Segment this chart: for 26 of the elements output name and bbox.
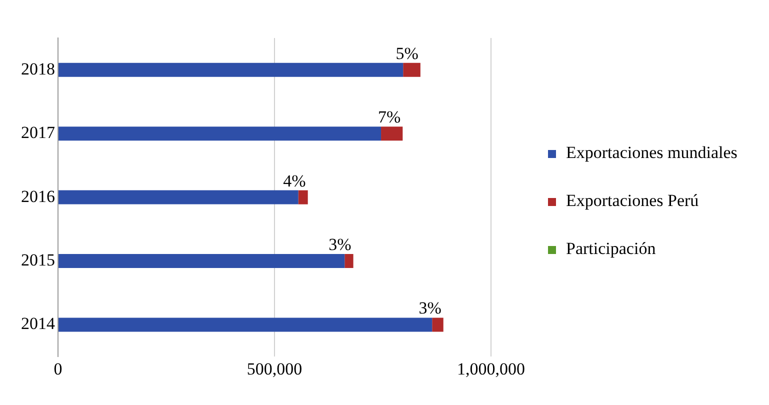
bar [381, 126, 403, 141]
y-tick-label: 2015 [21, 250, 55, 270]
legend-label: Participación [566, 238, 656, 258]
bar [344, 254, 354, 268]
y-tick-label: 2018 [21, 59, 55, 78]
annotation: 3% [418, 298, 442, 318]
annotation: 4% [283, 171, 306, 190]
legend-label: Exportaciones mundiales [566, 142, 738, 162]
bar [403, 62, 420, 77]
x-tick-label: 1,000,000 [457, 359, 525, 378]
legend-label: Exportaciones Perú [566, 190, 699, 210]
bar [58, 190, 298, 204]
x-tick-label: 500,000 [246, 359, 302, 378]
bar [298, 190, 308, 204]
bar [432, 318, 444, 332]
y-tick-label: 2016 [21, 186, 55, 206]
annotation: 3% [328, 234, 352, 254]
x-tick-label: 0 [54, 359, 62, 378]
bar [58, 318, 432, 332]
bar [58, 126, 382, 141]
y-tick-label: 2014 [21, 314, 56, 334]
bar [58, 254, 345, 268]
bar [58, 62, 404, 77]
annotation: 5% [396, 44, 418, 63]
y-tick-label: 2017 [21, 123, 56, 142]
annotation: 7% [378, 108, 401, 127]
